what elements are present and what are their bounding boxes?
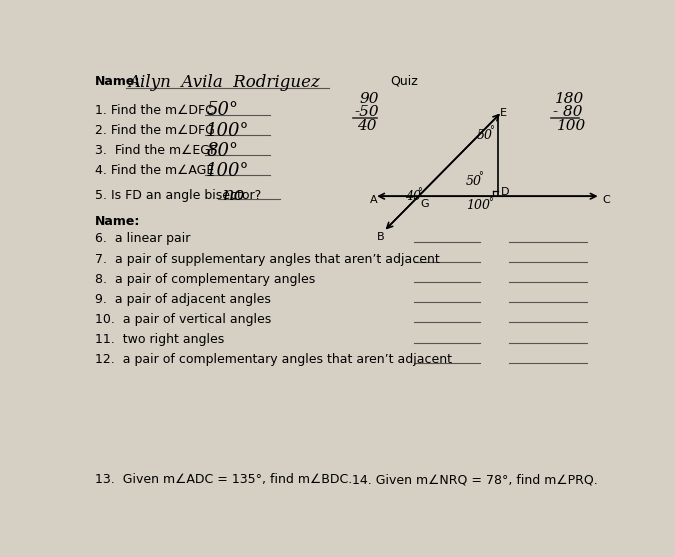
Text: 7.  a pair of supplementary angles that aren’t adjacent: 7. a pair of supplementary angles that a… <box>95 253 440 266</box>
Text: 80°: 80° <box>207 141 239 159</box>
Text: 4. Find the m∠AGE: 4. Find the m∠AGE <box>95 164 215 177</box>
Text: 13.  Given m∠ADC = 135°, find m∠BDC.: 13. Given m∠ADC = 135°, find m∠BDC. <box>95 473 352 486</box>
Text: A: A <box>370 194 377 204</box>
Text: 100°: 100° <box>205 162 249 179</box>
Text: -50: -50 <box>355 105 379 119</box>
Text: 1. Find the m∠DFC: 1. Find the m∠DFC <box>95 104 214 117</box>
Text: Name:: Name: <box>95 216 140 228</box>
Text: C: C <box>602 194 610 204</box>
Text: °: ° <box>418 187 423 197</box>
Text: °: ° <box>489 125 493 135</box>
Text: 180: 180 <box>555 92 584 106</box>
Text: 14. Given m∠NRQ = 78°, find m∠PRQ.: 14. Given m∠NRQ = 78°, find m∠PRQ. <box>352 473 597 486</box>
Text: 100: 100 <box>466 199 489 212</box>
Text: 11.  two right angles: 11. two right angles <box>95 333 225 346</box>
Text: 5. Is FD an angle bisector?: 5. Is FD an angle bisector? <box>95 188 261 202</box>
Text: 40: 40 <box>405 190 421 203</box>
Text: 100: 100 <box>557 119 587 133</box>
Text: 12.  a pair of complementary angles that aren’t adjacent: 12. a pair of complementary angles that … <box>95 353 452 367</box>
Text: G: G <box>421 198 429 208</box>
Text: - 80: - 80 <box>554 105 583 119</box>
Text: E: E <box>500 108 507 118</box>
Text: 50°: 50° <box>207 101 239 120</box>
Text: D: D <box>502 187 510 197</box>
Text: no: no <box>222 186 245 204</box>
Text: 6.  a linear pair: 6. a linear pair <box>95 232 190 246</box>
Text: 8.  a pair of complementary angles: 8. a pair of complementary angles <box>95 273 315 286</box>
Text: 90: 90 <box>360 92 379 106</box>
Text: Quiz: Quiz <box>391 75 418 87</box>
Text: 50: 50 <box>477 129 493 142</box>
Text: 100°: 100° <box>205 121 249 139</box>
Text: Ailyn  Avila  Rodriguez: Ailyn Avila Rodriguez <box>128 74 319 91</box>
Text: 3.  Find the m∠EGF: 3. Find the m∠EGF <box>95 144 217 157</box>
Text: 2. Find the m∠DFG: 2. Find the m∠DFG <box>95 124 215 137</box>
Text: 50: 50 <box>466 175 482 188</box>
Text: B: B <box>377 232 385 242</box>
Text: 9.  a pair of adjacent angles: 9. a pair of adjacent angles <box>95 293 271 306</box>
Text: °: ° <box>478 171 483 181</box>
Text: °: ° <box>488 197 493 207</box>
Text: 40: 40 <box>357 119 377 133</box>
Text: Name:: Name: <box>95 75 140 87</box>
Text: 10.  a pair of vertical angles: 10. a pair of vertical angles <box>95 313 271 326</box>
